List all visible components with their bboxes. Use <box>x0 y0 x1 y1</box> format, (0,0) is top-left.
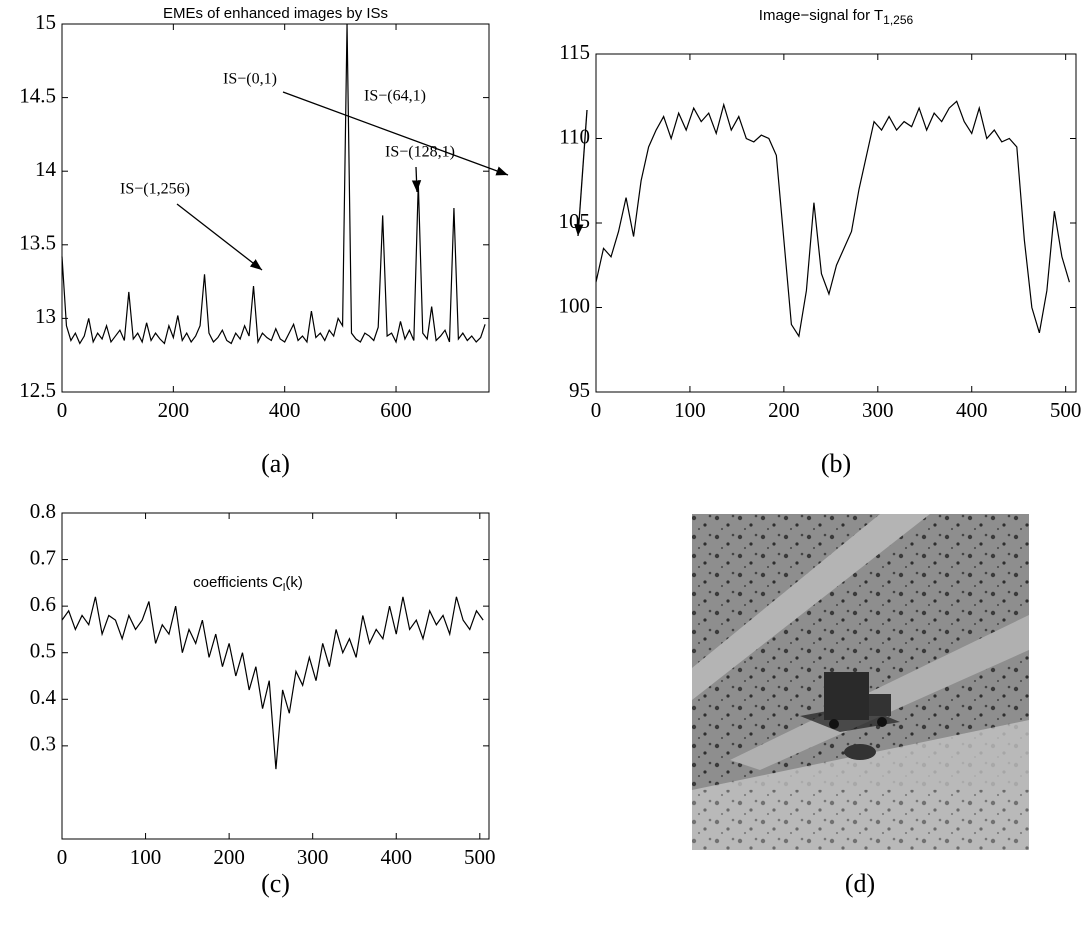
y-tick-label: 100 <box>559 293 591 317</box>
plot-frame <box>595 53 1077 393</box>
annotation-arrow <box>176 203 263 271</box>
y-tick-label: 95 <box>569 378 590 402</box>
y-tick-label: 0.7 <box>30 545 56 569</box>
chart-title-text: Image−signal for T <box>759 7 883 24</box>
y-tick-label: 13 <box>35 304 56 328</box>
annotation-text: coefficients C <box>193 574 283 591</box>
annotation: IS−(128,1) <box>385 144 455 161</box>
annotation-arrow <box>574 109 588 237</box>
x-tick-label: 300 <box>297 845 329 869</box>
x-tick-label: 0 <box>57 398 68 422</box>
x-tick-label: 400 <box>956 398 988 422</box>
annotation: IS−(1,256) <box>120 181 190 198</box>
x-tick-label: 100 <box>130 845 162 869</box>
y-tick-label: 0.6 <box>30 592 56 616</box>
x-tick-label: 400 <box>380 845 412 869</box>
y-tick-label: 0.5 <box>30 639 56 663</box>
plot-frame <box>61 512 490 840</box>
annotation: IS−(0,1) <box>223 71 277 88</box>
x-tick-label: 400 <box>269 398 301 422</box>
x-tick-label: 100 <box>674 398 706 422</box>
annotation-suffix: (k) <box>285 574 303 591</box>
plot-frame <box>61 23 490 393</box>
x-tick-label: 0 <box>591 398 602 422</box>
y-tick-label: 14.5 <box>19 83 56 107</box>
data-line <box>61 596 484 770</box>
panel-label: (a) <box>261 449 290 478</box>
panel-label: (d) <box>845 869 875 898</box>
y-tick-label: 0.3 <box>30 732 56 756</box>
y-tick-label: 105 <box>559 209 591 233</box>
chart-title-text: EMEs of enhanced images by ISs <box>163 5 388 22</box>
annotation: coefficients Cl(k) <box>193 574 303 594</box>
x-tick-label: 500 <box>1050 398 1082 422</box>
y-tick-label: 12.5 <box>19 378 56 402</box>
x-tick-label: 200 <box>213 845 245 869</box>
annotation-subscript: l <box>283 582 285 594</box>
x-tick-label: 300 <box>862 398 894 422</box>
data-line <box>61 23 486 345</box>
y-tick-label: 15 <box>35 10 56 34</box>
chart-title: EMEs of enhanced images by ISs <box>163 5 388 22</box>
y-tick-label: 0.8 <box>30 499 56 523</box>
x-tick-label: 500 <box>464 845 496 869</box>
y-tick-label: 14 <box>35 157 57 181</box>
panel-label: (b) <box>821 449 851 478</box>
annotation-arrow <box>411 166 422 193</box>
chart-title-subscript: 1,256 <box>883 13 913 27</box>
x-tick-label: 200 <box>768 398 800 422</box>
annotation-arrow <box>282 91 509 176</box>
x-tick-label: 200 <box>158 398 190 422</box>
y-tick-label: 0.4 <box>30 685 57 709</box>
chart-title: Image−signal for T1,256 <box>759 7 914 27</box>
photo <box>692 514 1029 850</box>
annotation: IS−(64,1) <box>364 88 426 105</box>
y-tick-label: 110 <box>559 124 590 148</box>
x-tick-label: 0 <box>57 845 68 869</box>
panel-label: (c) <box>261 869 290 898</box>
y-tick-label: 13.5 <box>19 231 56 255</box>
data-line <box>595 100 1070 338</box>
x-tick-label: 600 <box>380 398 412 422</box>
y-tick-label: 115 <box>559 40 590 64</box>
